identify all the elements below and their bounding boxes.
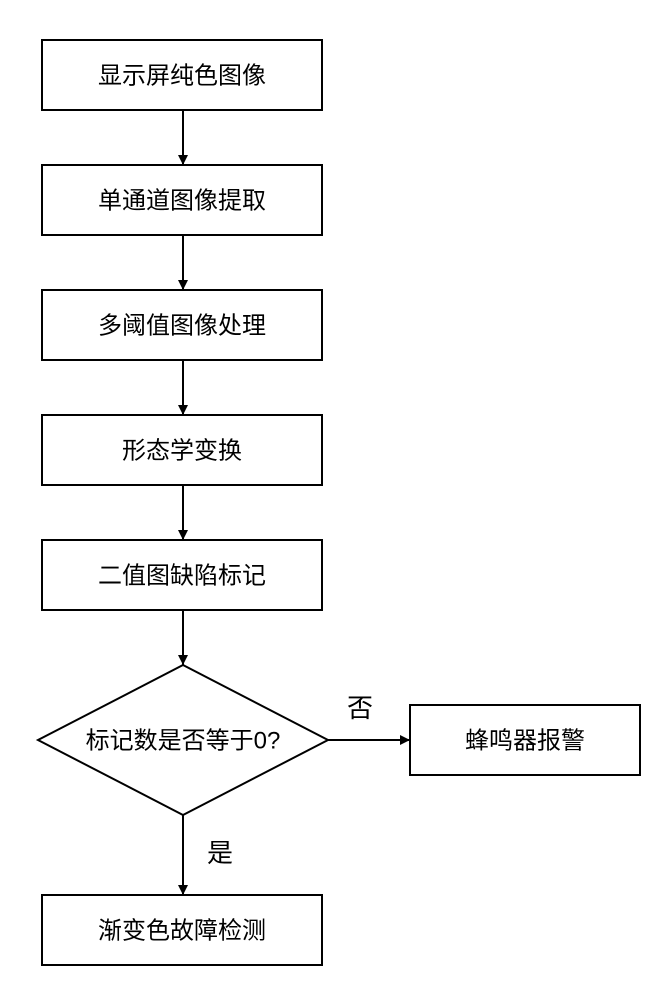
flow-node-label-n6: 蜂鸣器报警 xyxy=(465,727,585,754)
flow-node-label-n5: 二值图缺陷标记 xyxy=(98,562,266,589)
flow-node-label-n3: 多阈值图像处理 xyxy=(98,312,266,339)
flow-edge-label-5: 否 xyxy=(347,693,373,723)
flow-node-label-n2: 单通道图像提取 xyxy=(98,187,266,214)
flow-node-label-n4: 形态学变换 xyxy=(122,437,242,464)
flowchart-canvas: 显示屏纯色图像单通道图像提取多阈值图像处理形态学变换二值图缺陷标记标记数是否等于… xyxy=(0,0,655,1000)
flow-node-label-n1: 显示屏纯色图像 xyxy=(98,62,266,89)
flow-node-label-n7: 渐变色故障检测 xyxy=(98,917,266,944)
flow-edge-label-6: 是 xyxy=(207,838,233,868)
flow-decision-label-d1: 标记数是否等于0? xyxy=(86,727,281,754)
